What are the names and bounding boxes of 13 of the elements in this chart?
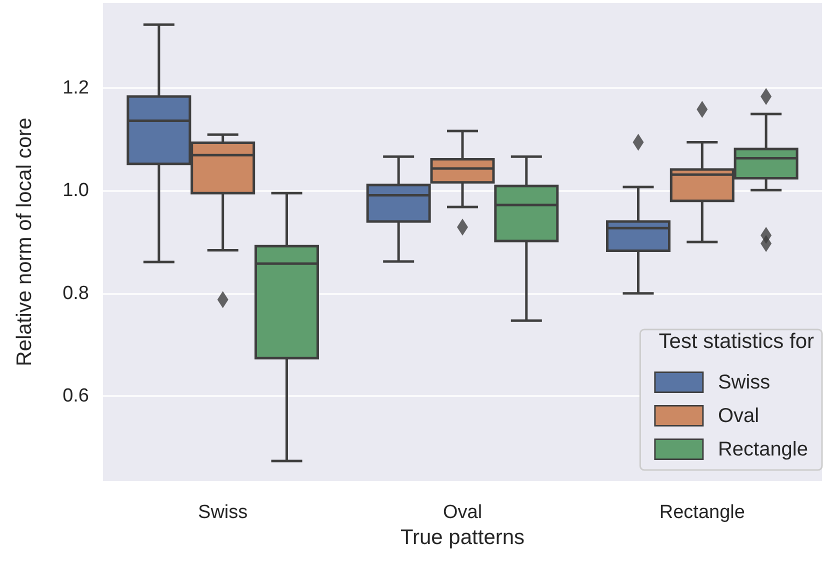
x-tick-label: Oval (442, 502, 482, 523)
y-tick-label: 1.0 (62, 180, 89, 202)
x-tick-label: Rectangle (659, 502, 745, 523)
y-tick-label: 0.8 (62, 282, 89, 304)
y-tick-label: 1.2 (62, 77, 89, 98)
y-axis-title: Relative norm of local core (13, 118, 36, 366)
legend-label: Swiss (718, 371, 770, 394)
legend-label: Rectangle (718, 438, 808, 460)
x-axis-title: True patterns (400, 526, 525, 549)
y-tick-label: 0.6 (62, 386, 89, 407)
x-tick-label: Swiss (198, 502, 248, 523)
legend-title: Test statistics for (658, 330, 814, 353)
legend-label: Oval (718, 404, 760, 427)
